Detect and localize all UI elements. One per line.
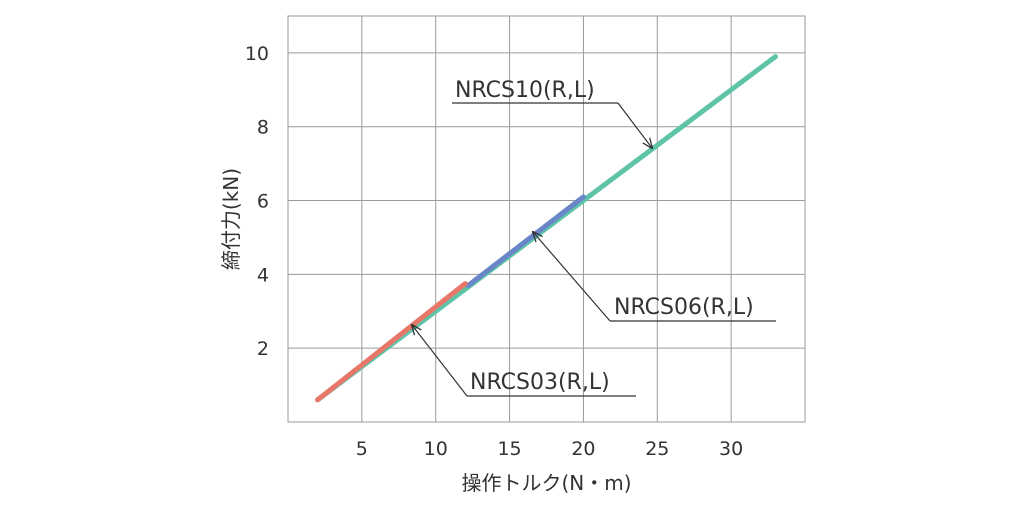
annotation-leader-arrow bbox=[533, 232, 611, 322]
series-line-2 bbox=[315, 281, 468, 403]
annotation-label: NRCS10(R,L) bbox=[455, 78, 595, 103]
x-tick-label: 20 bbox=[571, 438, 595, 460]
x-tick-label: 25 bbox=[645, 438, 669, 460]
plot-frame bbox=[287, 15, 806, 423]
y-tick-label: 4 bbox=[257, 264, 269, 286]
y-tick-labels: 2 4 6 8 10 bbox=[245, 43, 269, 360]
annotation-leader-arrow bbox=[412, 325, 468, 397]
y-tick-label: 6 bbox=[257, 191, 269, 213]
y-tick-label: 8 bbox=[257, 117, 269, 139]
x-axis-title: 操作トルク(N・m) bbox=[461, 471, 631, 495]
series-line-1 bbox=[465, 194, 586, 288]
annotation-label: NRCS03(R,L) bbox=[470, 370, 610, 395]
y-axis-title: 締付力(kN) bbox=[219, 168, 243, 270]
grid bbox=[288, 16, 805, 422]
x-tick-label: 30 bbox=[719, 438, 743, 460]
x-tick-label: 10 bbox=[424, 438, 448, 460]
y-tick-label: 2 bbox=[257, 338, 269, 360]
x-tick-labels: 5 10 15 20 25 30 bbox=[356, 438, 743, 460]
annotation-leader-arrow bbox=[617, 102, 652, 148]
x-tick-label: 15 bbox=[497, 438, 521, 460]
y-tick-label: 10 bbox=[245, 43, 269, 65]
annotation-label: NRCS06(R,L) bbox=[614, 295, 754, 320]
annotations: NRCS10(R,L) NRCS06(R,L) NRCS03(R,L) bbox=[412, 78, 776, 397]
x-tick-label: 5 bbox=[356, 438, 368, 460]
series-group bbox=[315, 54, 778, 403]
